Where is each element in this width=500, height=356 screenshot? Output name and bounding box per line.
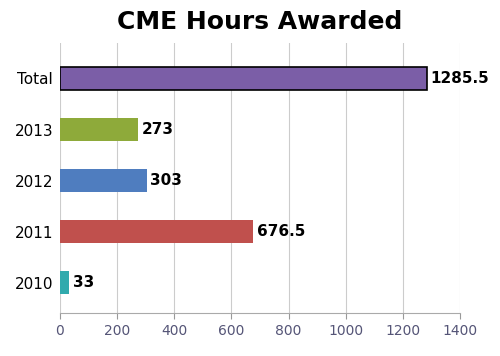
Title: CME Hours Awarded: CME Hours Awarded [118,10,403,34]
Text: 273: 273 [142,122,174,137]
Text: 1285.5: 1285.5 [430,71,490,86]
Bar [60,118,138,141]
Bar [60,271,70,294]
Bar [60,220,254,243]
Text: 676.5: 676.5 [256,224,305,239]
Bar [60,169,146,192]
Bar [60,67,428,90]
Text: 33: 33 [73,275,94,290]
Text: 303: 303 [150,173,182,188]
